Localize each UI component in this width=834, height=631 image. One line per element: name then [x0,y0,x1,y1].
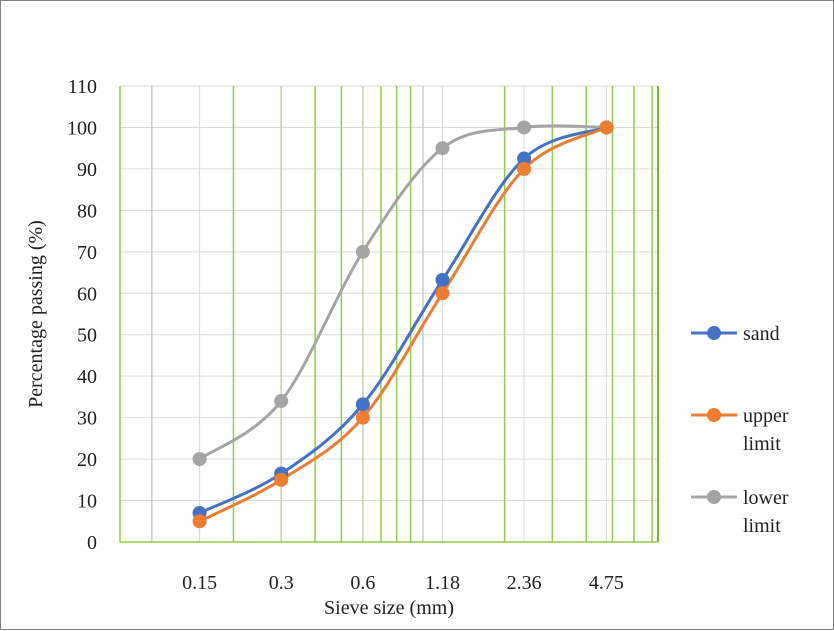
x-tick-label: 4.75 [589,572,624,594]
y-tick-label: 70 [77,242,97,264]
y-tick-label: 90 [77,159,97,181]
data-point-sand [355,397,370,412]
x-tick-label: 1.18 [425,572,460,594]
series-line-sand [198,125,608,515]
y-tick-label: 60 [77,283,97,305]
data-point-sand [517,151,532,166]
legend-marker-lower-limit [707,490,721,504]
legend-label-lower-limit: limit [743,515,781,537]
y-tick-label: 40 [77,366,97,388]
x-tick-label: 2.36 [507,572,542,594]
x-axis-title: Sieve size (mm) [324,597,454,619]
y-tick-label: 100 [67,117,97,139]
legend-marker-sand [707,326,721,340]
data-point-upper-limit [192,514,207,529]
axes [119,86,658,543]
data-point-lower-limit [355,244,370,259]
data-point-lower-limit [274,394,289,409]
tick-labels: 0 10 20 30 40 50 60 70 80 90 100 110 0.15 0.3 0.6 1.18 2… [67,76,624,594]
data-point-sand [435,273,450,288]
y-tick-label: 10 [77,491,97,513]
data-point-lower-limit [435,141,450,156]
data-points [192,120,614,529]
legend-label-upper-limit: limit [743,433,781,455]
data-point-upper-limit [274,472,289,487]
x-tick-label: 0.15 [182,572,217,594]
y-tick-label: 30 [77,408,97,430]
grid-lines [120,85,659,542]
y-tick-label: 50 [77,325,97,347]
data-point-lower-limit [192,452,207,467]
y-tick-label: 0 [87,532,97,554]
x-tick-label: 0.6 [350,572,375,594]
y-tick-label: 110 [68,76,97,98]
series-line-upper-limit [198,125,608,523]
data-point-upper-limit [517,161,532,176]
legend: sand upper limit lower limit [691,323,789,537]
data-point-upper-limit [435,286,450,301]
series-line-lower-limit [198,124,608,461]
data-point-lower-limit [517,120,532,135]
legend-label-sand: sand [743,323,780,345]
legend-label-lower-limit: lower [743,487,789,509]
data-point-upper-limit [599,120,614,135]
y-axis-title: Percentage passing (%) [25,220,47,408]
legend-marker-upper-limit [707,408,721,422]
legend-label-upper-limit: upper [743,405,789,427]
y-tick-label: 20 [77,449,97,471]
data-point-upper-limit [355,410,370,425]
y-tick-label: 80 [77,200,97,222]
x-tick-label: 0.3 [269,572,294,594]
series-lines [198,124,608,523]
